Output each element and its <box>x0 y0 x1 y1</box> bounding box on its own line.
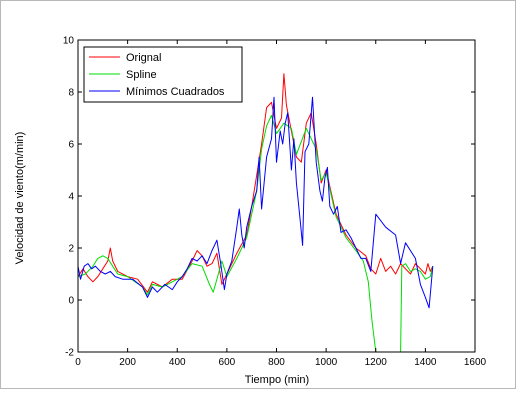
x-axis-label: Tiempo (min) <box>245 374 309 386</box>
x-tick-label: 1200 <box>365 357 388 368</box>
y-tick-label: 4 <box>68 192 74 203</box>
legend: Orignal Spline Mínimos Cuadrados <box>83 46 243 103</box>
x-tick-label: 200 <box>119 357 136 368</box>
series-layer <box>78 73 434 352</box>
legend-entry: Orignal <box>126 52 161 64</box>
series-line-0 <box>78 73 434 293</box>
x-tick-label: 600 <box>219 357 236 368</box>
y-tick-label: 6 <box>68 140 74 151</box>
legend-entry: Mínimos Cuadrados <box>126 86 225 98</box>
x-tick-label: 1600 <box>464 357 487 368</box>
x-tick-label: 400 <box>169 357 186 368</box>
y-tick-label: -2 <box>65 348 74 359</box>
legend-entry: Spline <box>126 69 157 81</box>
series-line-2 <box>78 96 434 309</box>
x-tick-label: 1000 <box>315 357 338 368</box>
y-tick-label: 2 <box>68 244 74 255</box>
x-tick-label: 1400 <box>414 357 437 368</box>
x-tick-label: 800 <box>268 357 285 368</box>
y-tick-label: 0 <box>68 296 74 307</box>
y-axis-label: Velocidad de viento(m/min) <box>14 132 26 265</box>
y-tick-label: 8 <box>68 88 74 99</box>
y-tick-label: 10 <box>63 36 75 47</box>
x-tick-label: 0 <box>75 357 81 368</box>
